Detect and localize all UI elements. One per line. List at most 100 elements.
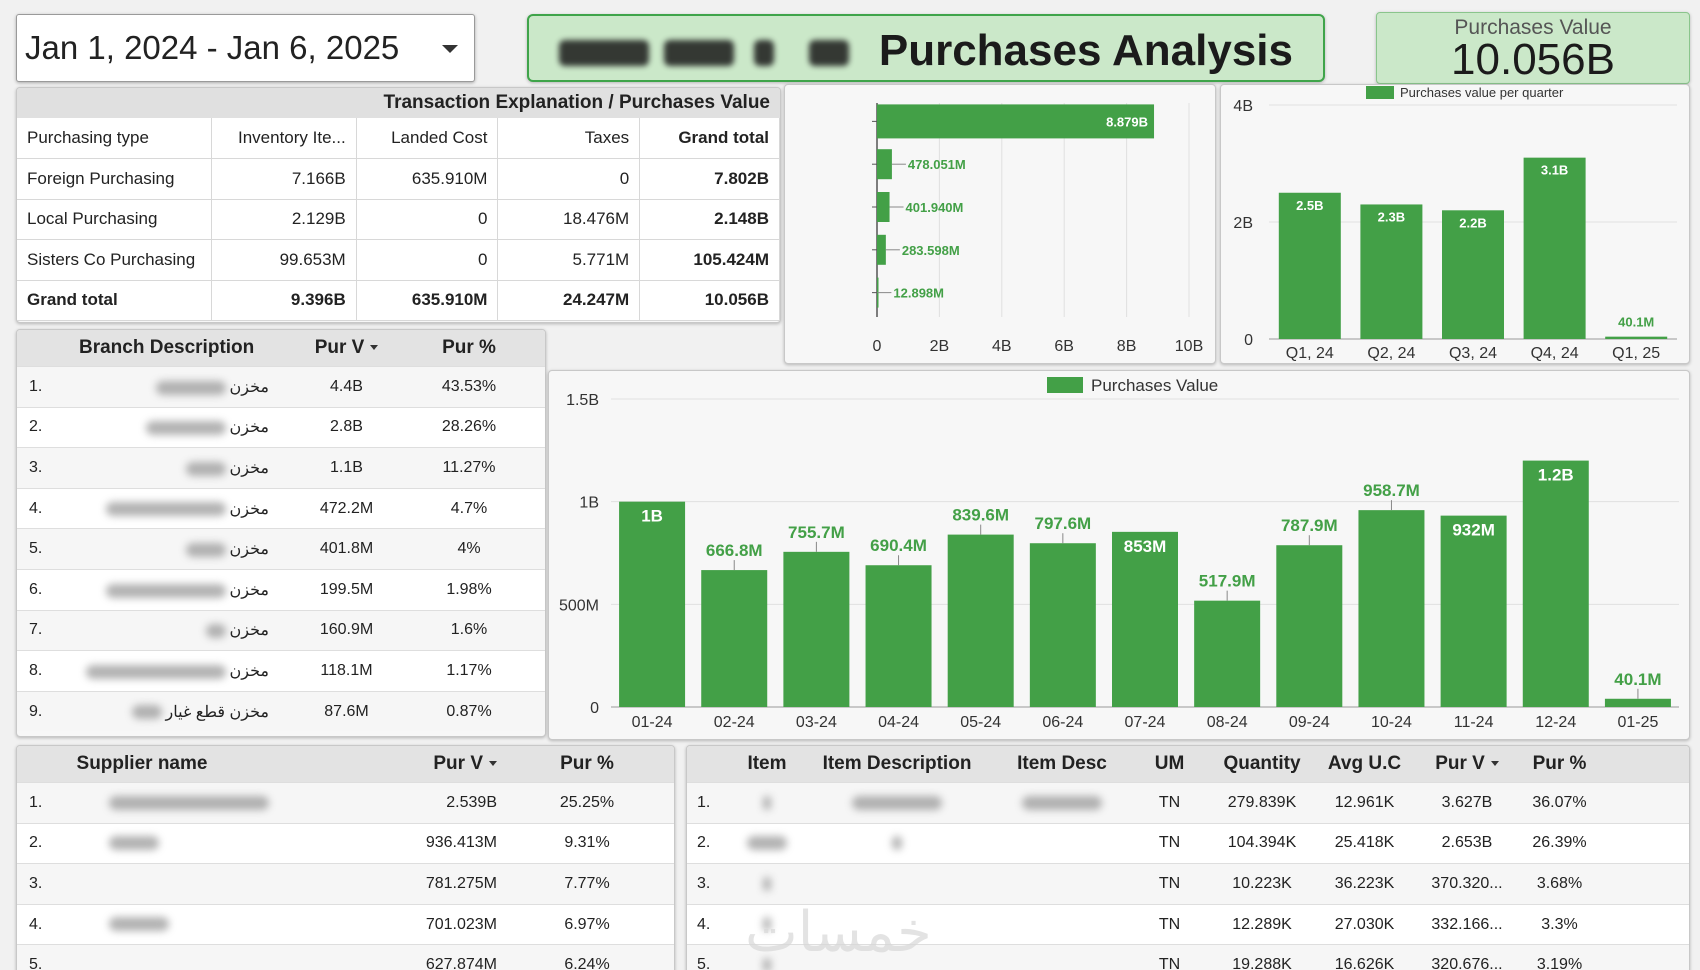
um-cell: TN — [1158, 915, 1181, 933]
table-cell: Local Purchasing — [17, 199, 213, 240]
branch-name: مخزن — [59, 377, 289, 397]
column-header-avg-uc[interactable]: Avg U.C — [1327, 753, 1402, 774]
data-label: 853M — [1124, 537, 1167, 556]
chevron-down-icon[interactable] — [442, 45, 458, 53]
redacted-text — [892, 836, 902, 851]
table-row[interactable]: 1. مخزن 4.4B 43.53% — [17, 366, 545, 407]
data-label: 40.1M — [1614, 670, 1661, 689]
branch-name: مخزن — [59, 620, 289, 640]
branch-name-label: مخزن — [229, 541, 269, 559]
branch-name-label: مخزن — [229, 581, 269, 599]
y-tick-label: 1B — [579, 495, 599, 512]
column-header[interactable]: Landed Cost — [356, 118, 499, 159]
pur-v-cell: 370.320... — [1431, 874, 1503, 892]
redacted-text — [763, 876, 771, 891]
pur-v-cell: 332.166... — [1431, 915, 1503, 933]
table-cell: 24.247M — [497, 280, 641, 321]
column-header-pur-p[interactable]: Pur % — [1532, 753, 1587, 774]
column-header-pur-p[interactable]: Pur % — [442, 337, 496, 358]
x-tick-label: 03-24 — [796, 714, 837, 731]
table-row[interactable]: 6. مخزن 199.5M 1.98% — [17, 568, 545, 610]
table-row[interactable]: 9. مخزن قطع غيار 87.6M 0.87% — [17, 690, 545, 732]
table-row[interactable]: 4. 701.023M 6.97% — [17, 903, 674, 945]
table-row[interactable]: 1. 2.539B 25.25% — [17, 782, 674, 823]
branch-name: مخزن — [59, 580, 289, 600]
column-header-pur-v[interactable]: Pur V — [289, 337, 404, 359]
column-header[interactable]: Taxes — [497, 118, 641, 159]
branch-name-label: مخزن — [229, 622, 269, 640]
table-row[interactable]: 7. مخزن 160.9M 1.6% — [17, 609, 545, 651]
supplier-rows: 1. 2.539B 25.25% 2. 936.413M 9.31% 3. 781.275M 7… — [17, 782, 674, 970]
column-header-um[interactable]: UM — [1154, 753, 1185, 774]
row-index: 5. — [697, 956, 711, 970]
column-header-pur-p[interactable]: Pur % — [560, 753, 614, 774]
table-cell: 9.396B — [211, 280, 357, 321]
table-row[interactable]: 2. مخزن 2.8B 28.26% — [17, 406, 545, 448]
sort-desc-icon — [1490, 761, 1499, 767]
table-cell: 2.148B — [639, 199, 780, 240]
branch-rows: 1. مخزن 4.4B 43.53% 2. مخزن 2.8B 28.26% 3. مخزن 1.… — [17, 366, 545, 732]
table-title: Transaction Explanation / Purchases Valu… — [17, 88, 780, 118]
table-row[interactable]: 2. TN 104.394K 25.418K 2.653B 26.39% — [687, 822, 1689, 864]
branch-name: مخزن — [59, 458, 289, 478]
table-row[interactable]: 5. TN 19.288K 16.626K 320.676... 3.19% — [687, 944, 1689, 970]
table-row[interactable]: 3. مخزن 1.1B 11.27% — [17, 447, 545, 488]
column-header-supplier[interactable]: Supplier name — [76, 753, 208, 774]
column-header-quantity[interactable]: Quantity — [1223, 753, 1301, 774]
table-row[interactable]: 5. 627.874M 6.24% — [17, 944, 674, 970]
column-header[interactable]: Inventory Ite... — [211, 118, 357, 159]
column-header-pur-v[interactable]: Pur V — [1417, 753, 1517, 775]
redacted-text — [1022, 795, 1102, 810]
table-row[interactable]: 1. TN 279.839K 12.961K 3.627B 36.07% — [687, 782, 1689, 823]
company-logo — [559, 36, 899, 70]
data-label: 690.4M — [870, 536, 927, 555]
avg-uc-cell: 25.418K — [1334, 834, 1395, 852]
pur-v-cell: 936.413M — [425, 834, 497, 852]
table-row: Foreign Purchasing 7.166B 635.910M 0 7.8… — [17, 158, 780, 200]
pur-p-cell: 3.68% — [1536, 874, 1583, 892]
date-range-picker[interactable]: Jan 1, 2024 - Jan 6, 2025 — [16, 14, 475, 82]
branch-name-label: مخزن — [229, 662, 269, 680]
pur-p-cell: 6.24% — [564, 956, 610, 970]
date-range-label: Jan 1, 2024 - Jan 6, 2025 — [25, 29, 400, 66]
column-header-branch[interactable]: Branch Description — [79, 337, 255, 358]
pur-v-cell: 627.874M — [425, 956, 497, 970]
table-row[interactable]: 2. 936.413M 9.31% — [17, 822, 674, 864]
row-index: 1. — [697, 793, 711, 811]
data-label: 958.7M — [1363, 481, 1420, 500]
column-header-item[interactable]: Item — [747, 753, 787, 774]
branch-name: مخزن — [59, 661, 289, 681]
column-header-pur-v[interactable]: Pur V — [267, 753, 507, 775]
table-row[interactable]: 4. TN 12.289K 27.030K 332.166... 3.3% — [687, 903, 1689, 945]
table-row[interactable]: 3. 781.275M 7.77% — [17, 863, 674, 904]
table-row[interactable]: 8. مخزن 118.1M 1.17% — [17, 650, 545, 691]
data-label: 2.3B — [1378, 209, 1405, 224]
pur-v-cell: 2.539B — [446, 793, 497, 811]
row-index: 1. — [29, 377, 43, 395]
table-header-row: Supplier name Pur V Pur % — [17, 746, 674, 782]
supplier-name — [59, 916, 267, 934]
redacted-text — [105, 502, 226, 517]
column-header[interactable]: Grand total — [639, 118, 780, 159]
mbar-svg: Purchases Value 0 500M 1B 1.5B 1B 01-24 666.8M 0… — [559, 376, 1679, 731]
qbar-svg: Purchases value per quarter 0 2B 4B 2.5B Q1, … — [1233, 85, 1677, 362]
row-index: 3. — [29, 874, 43, 892]
column-header[interactable]: Purchasing type — [17, 118, 213, 159]
data-label: 755.7M — [788, 523, 845, 542]
pur-v-cell: 199.5M — [319, 580, 374, 598]
x-tick-label: 2B — [930, 338, 950, 355]
data-label: 8.879B — [1106, 114, 1148, 129]
table-row[interactable]: 5. مخزن 401.8M 4% — [17, 528, 545, 569]
data-label: 2.2B — [1459, 215, 1486, 230]
pur-v-cell: 781.275M — [425, 874, 497, 892]
redacted-text — [763, 795, 771, 810]
table-cell: 0 — [356, 239, 499, 281]
table-row[interactable]: 3. TN 10.223K 36.223K 370.320... 3.68% — [687, 863, 1689, 904]
column-header-item-desc[interactable]: Item Desc — [1017, 753, 1107, 774]
quantity-cell: 19.288K — [1232, 956, 1292, 970]
table-row[interactable]: 4. مخزن 472.2M 4.7% — [17, 487, 545, 529]
y-tick-label: 0 — [590, 700, 599, 717]
x-tick-label: Q4, 24 — [1531, 345, 1579, 362]
row-index: 2. — [29, 834, 43, 852]
column-header-item-description[interactable]: Item Description — [822, 753, 972, 774]
